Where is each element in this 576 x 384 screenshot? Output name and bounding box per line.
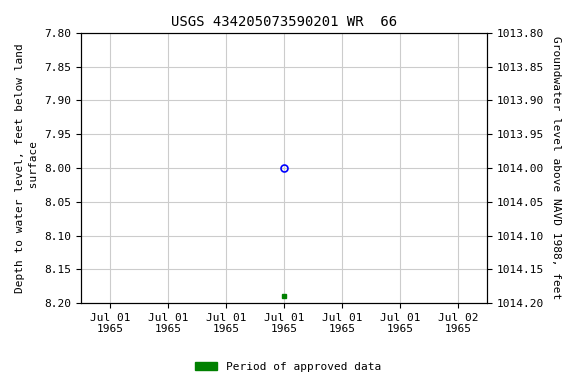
- Y-axis label: Groundwater level above NAVD 1988, feet: Groundwater level above NAVD 1988, feet: [551, 36, 561, 300]
- Y-axis label: Depth to water level, feet below land
 surface: Depth to water level, feet below land su…: [15, 43, 39, 293]
- Title: USGS 434205073590201 WR  66: USGS 434205073590201 WR 66: [171, 15, 397, 29]
- Legend: Period of approved data: Period of approved data: [191, 358, 385, 377]
